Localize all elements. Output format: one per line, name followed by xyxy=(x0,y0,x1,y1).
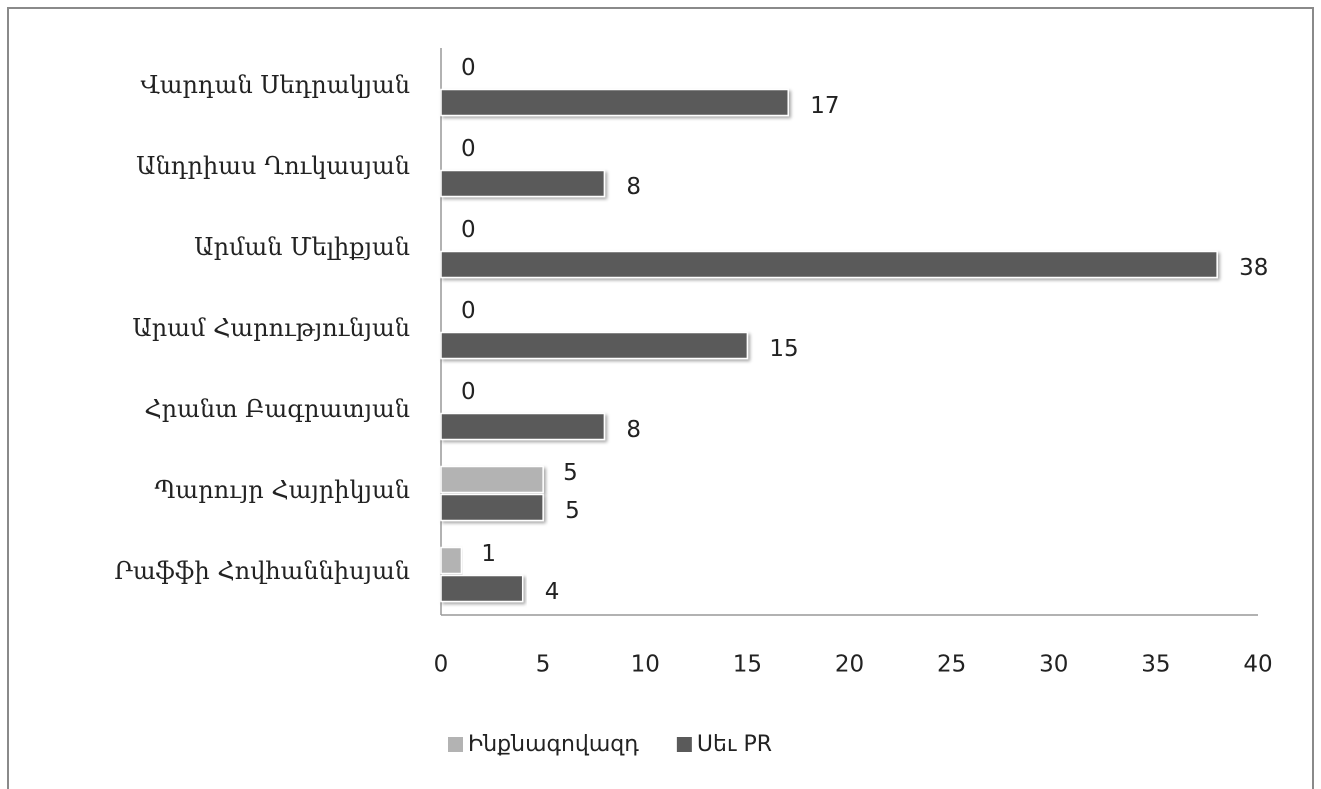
x-tick-label: 15 xyxy=(733,652,762,678)
data-label: 0 xyxy=(461,298,476,324)
x-tick-label: 40 xyxy=(1243,652,1272,678)
legend-label: Սեւ PR xyxy=(697,732,772,757)
bar xyxy=(440,331,749,360)
bar xyxy=(440,412,606,441)
data-label: 8 xyxy=(626,174,641,200)
x-tick-label: 0 xyxy=(434,652,449,678)
x-tick-label: 5 xyxy=(536,652,551,678)
x-tick-label: 35 xyxy=(1141,652,1170,678)
data-label: 4 xyxy=(545,579,560,605)
x-tick-label: 25 xyxy=(937,652,966,678)
x-tick-label: 30 xyxy=(1039,652,1068,678)
y-tick-label: Պարույր Հայրիկյան xyxy=(154,476,410,504)
data-label: 5 xyxy=(565,498,580,524)
bar xyxy=(440,546,463,575)
bar xyxy=(440,465,544,494)
data-label: 8 xyxy=(626,417,641,443)
bar xyxy=(440,169,606,198)
y-tick-label: Հրանտ Բագրատյան xyxy=(144,395,410,423)
x-tick-label: 10 xyxy=(631,652,660,678)
legend-swatch xyxy=(676,737,692,752)
y-tick-label: Րաֆֆի Հովհաննիսյան xyxy=(114,557,410,585)
legend-swatch xyxy=(448,737,463,752)
data-label: 1 xyxy=(481,541,496,567)
data-label: 0 xyxy=(461,136,476,162)
legend-label: Ինքնագովազդ xyxy=(468,732,639,757)
frame xyxy=(7,7,1314,789)
y-tick-label: Արամ Հարությունյան xyxy=(132,314,410,342)
x-tick-label: 20 xyxy=(835,652,864,678)
y-tick-label: Վարդան Սեդրակյան xyxy=(141,71,410,99)
data-label: 0 xyxy=(461,55,476,81)
bar xyxy=(440,574,524,603)
data-label: 0 xyxy=(461,217,476,243)
bar xyxy=(440,493,544,522)
bar xyxy=(440,88,789,117)
data-label: 5 xyxy=(563,460,578,486)
y-tick-label: Անդրիաս Ղուկասյան xyxy=(136,152,410,180)
bar xyxy=(440,250,1218,279)
data-label: 38 xyxy=(1239,255,1268,281)
data-label: 15 xyxy=(769,336,798,362)
data-label: 0 xyxy=(461,379,476,405)
data-label: 17 xyxy=(810,93,839,119)
y-tick-label: Արման Մելիքյան xyxy=(194,233,410,261)
